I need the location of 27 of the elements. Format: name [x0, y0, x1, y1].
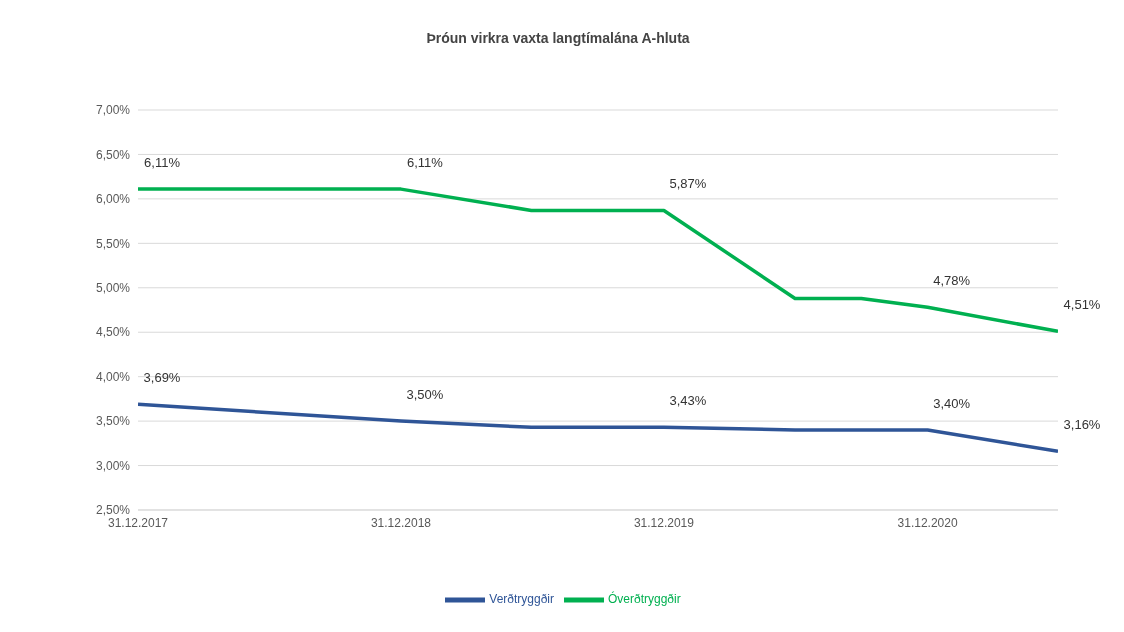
- y-tick-label: 5,00%: [95, 281, 131, 296]
- y-tick-label: 3,00%: [95, 458, 131, 473]
- data-label: 3,43%: [669, 393, 707, 409]
- x-tick-label: 31.12.2018: [370, 515, 432, 530]
- x-tick-label: 31.12.2017: [107, 515, 169, 530]
- legend-label: Verðtryggðir: [489, 592, 554, 607]
- data-label: 4,51%: [1063, 297, 1101, 313]
- y-tick-label: 2,50%: [95, 503, 131, 518]
- y-tick-label: 6,50%: [95, 147, 131, 162]
- y-tick-label: 4,00%: [95, 369, 131, 384]
- data-label: 3,69%: [143, 370, 181, 386]
- x-tick-label: 31.12.2019: [633, 515, 695, 530]
- data-label: 3,40%: [933, 396, 971, 411]
- y-tick-label: 5,50%: [95, 236, 131, 251]
- y-tick-label: 6,00%: [95, 192, 131, 207]
- data-label: 5,87%: [669, 176, 707, 192]
- data-label: 6,11%: [407, 155, 444, 171]
- y-tick-label: 4,50%: [95, 325, 131, 340]
- data-label: 3,16%: [1063, 417, 1101, 433]
- legend-label: Óverðtryggðir: [608, 592, 681, 607]
- y-tick-label: 7,00%: [95, 103, 131, 118]
- x-tick-label: 31.12.2020: [897, 515, 958, 530]
- data-label: 3,50%: [406, 387, 444, 403]
- data-label: 4,78%: [933, 273, 971, 289]
- y-tick-label: 3,50%: [95, 414, 131, 429]
- data-label: 6,11%: [144, 155, 181, 171]
- chart-title: Þróun virkra vaxta langtímalána A-hluta: [425, 29, 691, 48]
